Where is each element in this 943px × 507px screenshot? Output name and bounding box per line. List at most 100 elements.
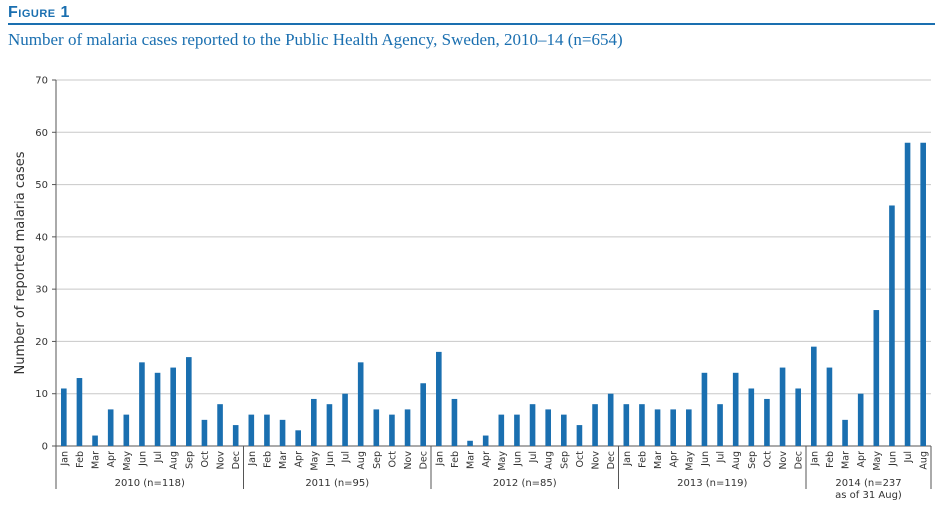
month-label-2012-Aug: Aug	[544, 451, 555, 470]
month-label-2014-Mar: Mar	[841, 451, 852, 469]
month-label-2012-Mar: Mar	[466, 451, 477, 469]
bar-2012-Jun	[514, 414, 520, 446]
month-label-2011-Sep: Sep	[372, 451, 383, 469]
month-label-2010-Nov: Nov	[216, 451, 227, 470]
bar-2011-Aug	[357, 362, 364, 446]
month-label-2014-Jul: Jul	[903, 451, 914, 463]
bar-2014-Feb	[826, 367, 833, 446]
month-label-2010-Jun: Jun	[137, 451, 148, 467]
month-label-2014-Aug: Aug	[919, 451, 930, 470]
y-tick-label-40: 40	[35, 232, 48, 243]
bar-2012-May	[498, 414, 505, 446]
bar-2012-Dec	[607, 393, 614, 446]
year-label-1: 2011 (n=95)	[305, 478, 369, 489]
month-label-2012-May: May	[497, 451, 508, 471]
bar-2010-Sep	[186, 357, 192, 446]
month-label-2011-Feb: Feb	[262, 451, 273, 468]
year-label-0: 2010 (n=118)	[115, 478, 185, 489]
bar-2013-Aug	[732, 372, 739, 446]
month-label-2011-Jan: Jan	[247, 451, 258, 467]
bar-2011-Mar	[279, 419, 286, 446]
bar-2012-Nov	[592, 404, 598, 446]
figure-label: Figure 1	[8, 4, 70, 21]
month-label-2013-Jun: Jun	[700, 451, 711, 467]
bar-2010-Jul	[154, 372, 161, 446]
month-label-2014-Apr: Apr	[856, 451, 867, 468]
month-label-2013-Jul: Jul	[716, 451, 727, 463]
month-label-2014-Jun: Jun	[887, 451, 898, 467]
month-label-2013-Sep: Sep	[747, 451, 758, 469]
bar-2013-Jul	[717, 404, 723, 446]
title-rule	[8, 23, 935, 25]
month-label-2013-Mar: Mar	[653, 451, 664, 469]
bar-2014-Mar	[842, 419, 848, 446]
month-label-2013-Oct: Oct	[762, 451, 773, 468]
year-label-4: 2014 (n=237	[835, 478, 901, 489]
month-label-2011-Nov: Nov	[403, 451, 414, 470]
month-label-2010-Sep: Sep	[184, 451, 195, 469]
chart-title: Number of malaria cases reported to the …	[8, 30, 623, 49]
month-label-2013-Nov: Nov	[778, 451, 789, 470]
bar-2013-Jun	[701, 372, 708, 446]
bar-2012-Sep	[561, 414, 567, 446]
bar-2012-Aug	[545, 409, 551, 446]
month-label-2010-Oct: Oct	[200, 451, 211, 468]
month-label-2010-Mar: Mar	[91, 451, 102, 469]
y-tick-label-20: 20	[35, 337, 48, 348]
month-label-2010-Aug: Aug	[169, 451, 180, 470]
bar-2010-May	[123, 414, 130, 446]
month-label-2011-May: May	[309, 451, 320, 471]
y-tick-label-30: 30	[35, 285, 48, 296]
bar-2012-Jan	[436, 351, 442, 446]
year-label-2: 2012 (n=85)	[493, 478, 557, 489]
bar-2012-Jul	[529, 404, 536, 446]
month-label-2013-Jan: Jan	[622, 451, 633, 467]
year-label-4-line2: as of 31 Aug)	[835, 490, 902, 501]
month-label-2014-May: May	[872, 451, 883, 471]
bar-2010-Oct	[201, 419, 208, 446]
y-tick-label-50: 50	[35, 180, 48, 191]
bar-2010-Nov	[217, 404, 223, 446]
month-label-2010-Dec: Dec	[231, 451, 242, 469]
bar-2014-Aug	[920, 142, 926, 446]
bar-2010-Mar	[92, 435, 98, 446]
month-label-2011-Jul: Jul	[341, 451, 352, 463]
bar-2013-Jan	[623, 404, 630, 446]
bar-2014-Jun	[889, 205, 895, 446]
bar-2010-Apr	[107, 409, 114, 446]
bar-2010-Aug	[170, 367, 176, 446]
month-label-2012-Sep: Sep	[559, 451, 570, 469]
bar-2014-Jul	[904, 142, 911, 446]
bar-2011-Jul	[342, 393, 348, 446]
y-axis-label: Number of reported malaria cases	[13, 151, 28, 374]
y-tick-label-10: 10	[35, 389, 48, 400]
bar-2010-Feb	[76, 378, 83, 446]
bar-2011-Jan	[248, 414, 255, 446]
bar-2012-Oct	[576, 425, 583, 446]
bar-2013-Sep	[748, 388, 755, 446]
month-label-2010-Apr: Apr	[106, 451, 117, 468]
bar-2012-Feb	[451, 398, 458, 446]
bar-2013-Dec	[795, 388, 801, 446]
bar-2011-Apr	[295, 430, 301, 446]
bar-2013-Feb	[639, 404, 645, 446]
year-label-3: 2013 (n=119)	[677, 478, 747, 489]
month-label-2011-Apr: Apr	[294, 451, 305, 468]
bar-2014-Apr	[857, 393, 864, 446]
month-label-2012-Jun: Jun	[512, 451, 523, 467]
bar-2013-May	[686, 409, 692, 446]
bar-2010-Jun	[139, 362, 145, 446]
bar-2011-May	[311, 398, 317, 446]
bar-2013-Nov	[779, 367, 786, 446]
bar-2012-Apr	[482, 435, 489, 446]
month-label-2012-Nov: Nov	[591, 451, 602, 470]
month-label-2012-Oct: Oct	[575, 451, 586, 468]
month-label-2010-Jan: Jan	[59, 451, 70, 467]
y-tick-label-70: 70	[35, 76, 48, 87]
bar-2011-Feb	[264, 414, 270, 446]
month-label-2013-Feb: Feb	[637, 451, 648, 468]
y-tick-label-60: 60	[35, 128, 48, 139]
month-label-2011-Oct: Oct	[387, 451, 398, 468]
month-label-2013-Aug: Aug	[731, 451, 742, 470]
bar-2011-Jun	[326, 404, 333, 446]
